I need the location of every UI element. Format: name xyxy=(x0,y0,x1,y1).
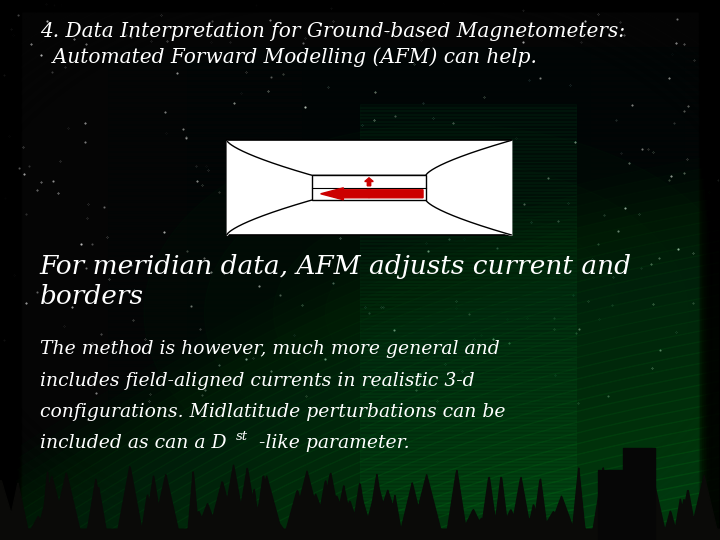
Text: 4. Data Interpretation for Ground-based Magnetometers:: 4. Data Interpretation for Ground-based … xyxy=(40,22,625,40)
Bar xyxy=(0,0,20,540)
Bar xyxy=(0,533,720,540)
Bar xyxy=(0,0,720,8)
Text: For meridian data, AFM adjusts current and
borders: For meridian data, AFM adjusts current a… xyxy=(40,254,631,309)
Bar xyxy=(0,0,720,11)
Text: Automated Forward Modelling (AFM) can help.: Automated Forward Modelling (AFM) can he… xyxy=(40,48,536,67)
Bar xyxy=(0,0,720,9)
Bar xyxy=(0,534,720,540)
Bar xyxy=(0,0,14,540)
Polygon shape xyxy=(204,162,688,464)
Bar xyxy=(0,529,720,540)
Bar xyxy=(0,0,720,10)
Bar xyxy=(0,532,720,540)
Bar xyxy=(0,0,17,540)
Text: st: st xyxy=(235,430,248,443)
Bar xyxy=(0,530,720,540)
Bar xyxy=(0,0,10,540)
Bar xyxy=(711,0,720,540)
Bar xyxy=(0,532,720,540)
Bar xyxy=(0,0,19,540)
Bar xyxy=(0,0,720,8)
Bar xyxy=(0,0,13,540)
Bar xyxy=(701,0,720,540)
Bar xyxy=(312,176,426,200)
FancyArrow shape xyxy=(320,188,423,200)
Bar xyxy=(0,0,14,540)
Bar xyxy=(0,0,720,6)
Bar xyxy=(0,0,720,7)
Bar xyxy=(703,0,720,540)
Bar xyxy=(0,0,720,10)
Bar xyxy=(0,0,12,540)
Bar xyxy=(0,530,720,540)
Bar xyxy=(0,0,18,540)
Bar xyxy=(0,0,720,4)
Bar xyxy=(708,0,720,540)
Bar xyxy=(0,0,720,11)
Bar xyxy=(0,0,720,9)
Bar xyxy=(0,532,720,540)
Bar xyxy=(704,0,720,540)
Bar xyxy=(0,0,720,5)
Bar xyxy=(0,531,720,540)
Bar xyxy=(711,0,720,540)
Bar xyxy=(0,0,12,540)
Bar xyxy=(0,536,720,540)
Bar xyxy=(0,0,720,6)
Bar xyxy=(0,0,9,540)
Bar xyxy=(0,0,9,540)
Polygon shape xyxy=(144,124,720,502)
Bar xyxy=(0,530,720,540)
Bar xyxy=(702,0,720,540)
Text: -like parameter.: -like parameter. xyxy=(259,434,410,452)
FancyArrow shape xyxy=(365,178,373,186)
Bar xyxy=(0,535,720,540)
Bar xyxy=(0,535,720,540)
Bar xyxy=(701,0,720,540)
Bar xyxy=(701,0,720,540)
Bar xyxy=(699,0,720,540)
Bar xyxy=(0,0,17,540)
Polygon shape xyxy=(598,448,655,540)
Bar xyxy=(700,0,720,540)
Bar xyxy=(0,0,720,8)
Bar xyxy=(227,140,511,235)
Text: includes field-aligned currents in realistic 3-d: includes field-aligned currents in reali… xyxy=(40,372,474,389)
Bar xyxy=(0,0,720,5)
Bar xyxy=(0,0,12,540)
Bar xyxy=(0,533,720,540)
Bar xyxy=(708,0,720,540)
Bar xyxy=(703,0,720,540)
Bar xyxy=(0,535,720,540)
Bar xyxy=(0,0,19,540)
Bar xyxy=(0,0,720,5)
Bar xyxy=(0,0,720,9)
Bar xyxy=(0,0,21,540)
Bar xyxy=(0,534,720,540)
Bar xyxy=(705,0,720,540)
Bar xyxy=(0,0,720,10)
Bar xyxy=(0,531,720,540)
Bar xyxy=(0,0,720,6)
Bar xyxy=(710,0,720,540)
Bar xyxy=(0,529,720,540)
Bar xyxy=(706,0,720,540)
Bar xyxy=(0,0,720,7)
Bar xyxy=(707,0,720,540)
Text: included as can a D: included as can a D xyxy=(40,434,226,452)
Polygon shape xyxy=(325,238,567,389)
Bar xyxy=(706,0,720,540)
Text: The method is however, much more general and: The method is however, much more general… xyxy=(40,340,500,358)
Bar xyxy=(709,0,720,540)
Bar xyxy=(0,0,19,540)
Bar xyxy=(0,0,16,540)
Bar xyxy=(0,0,11,540)
Polygon shape xyxy=(274,205,619,421)
FancyArrow shape xyxy=(365,190,373,198)
Bar xyxy=(708,0,720,540)
Bar xyxy=(0,0,15,540)
Text: configurations. Midlatitude perturbations can be: configurations. Midlatitude perturbation… xyxy=(40,403,505,421)
Bar xyxy=(0,534,720,540)
Bar xyxy=(0,531,720,540)
